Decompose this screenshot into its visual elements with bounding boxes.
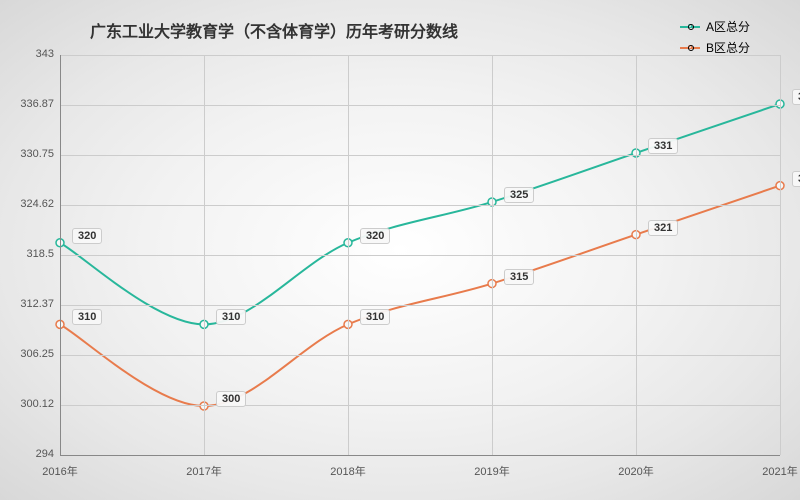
x-tick-label: 2021年 [755, 463, 800, 479]
data-label: 300 [216, 391, 246, 407]
axis-line [60, 55, 61, 455]
legend-label: B区总分 [706, 39, 750, 56]
gridline-h [60, 105, 780, 106]
gridline-v [492, 55, 493, 455]
legend-item: A区总分 [680, 18, 750, 35]
y-tick-label: 294 [8, 448, 54, 460]
legend-swatch [680, 26, 700, 28]
x-tick-label: 2018年 [323, 463, 373, 479]
data-label: 321 [648, 220, 678, 236]
data-label: 337 [792, 89, 800, 105]
gridline-h [60, 305, 780, 306]
legend-label: A区总分 [706, 18, 750, 35]
gridline-h [60, 55, 780, 56]
gridline-h [60, 205, 780, 206]
y-tick-label: 330.75 [8, 148, 54, 160]
series-line [60, 186, 780, 406]
x-tick-label: 2020年 [611, 463, 661, 479]
plot-area: 294300.12306.25312.37318.5324.62330.7533… [60, 55, 780, 455]
gridline-h [60, 255, 780, 256]
gridline-h [60, 155, 780, 156]
y-tick-label: 318.5 [8, 248, 54, 260]
data-label: 325 [504, 187, 534, 203]
y-tick-label: 336.87 [8, 98, 54, 110]
axis-line [60, 455, 780, 456]
x-tick-label: 2017年 [179, 463, 229, 479]
data-label: 331 [648, 138, 678, 154]
data-label: 320 [360, 228, 390, 244]
data-label: 320 [72, 228, 102, 244]
y-tick-label: 343 [8, 48, 54, 60]
legend-swatch [680, 47, 700, 49]
data-label: 310 [72, 309, 102, 325]
gridline-v [204, 55, 205, 455]
data-label: 327 [792, 171, 800, 187]
legend: A区总分 B区总分 [680, 18, 750, 60]
legend-item: B区总分 [680, 39, 750, 56]
y-tick-label: 300.12 [8, 398, 54, 410]
x-tick-label: 2016年 [35, 463, 85, 479]
chart-title: 广东工业大学教育学（不含体育学）历年考研分数线 [90, 18, 458, 42]
data-label: 310 [216, 309, 246, 325]
y-tick-label: 324.62 [8, 198, 54, 210]
data-label: 315 [504, 269, 534, 285]
data-label: 310 [360, 309, 390, 325]
y-tick-label: 306.25 [8, 348, 54, 360]
x-tick-label: 2019年 [467, 463, 517, 479]
gridline-h [60, 355, 780, 356]
y-tick-label: 312.37 [8, 298, 54, 310]
gridline-h [60, 405, 780, 406]
chart-container: 广东工业大学教育学（不含体育学）历年考研分数线 A区总分B区总分 294300.… [0, 0, 800, 500]
gridline-v [636, 55, 637, 455]
gridline-v [348, 55, 349, 455]
gridline-v [780, 55, 781, 455]
